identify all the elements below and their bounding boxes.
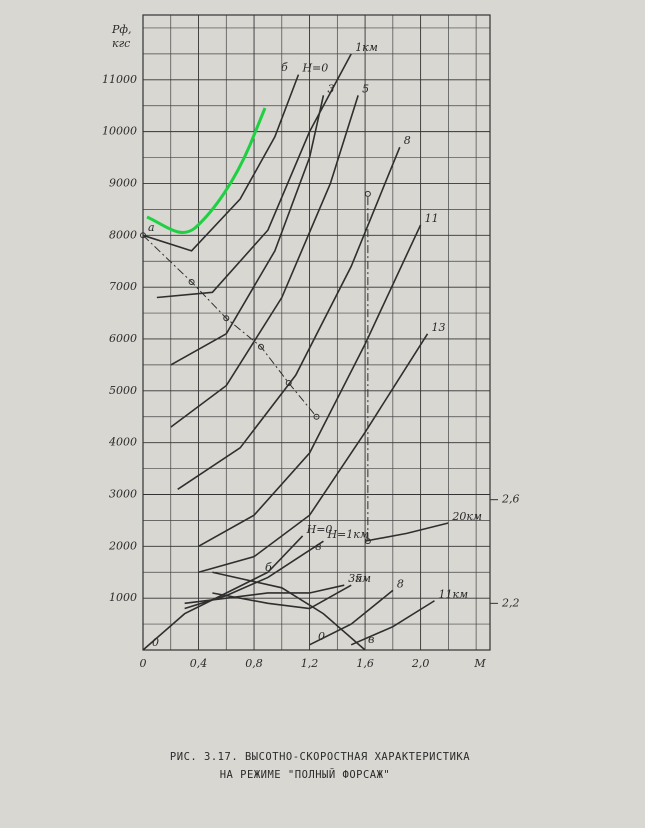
series-label: 8 [397, 577, 404, 590]
y-tick-label: 7000 [109, 280, 137, 293]
series-label: 20км [451, 510, 482, 523]
series-label: 8 [404, 134, 411, 147]
highlight-stroke [146, 107, 267, 234]
annotation: 0 [318, 630, 325, 643]
annotation: б [265, 561, 272, 574]
caption: РИС. 3.17. ВЫСОТНО-СКОРОСТНАЯ ХАРАКТЕРИС… [170, 751, 470, 763]
plot-frame [142, 14, 491, 651]
series-line [142, 74, 300, 252]
series-line [170, 95, 359, 428]
series-line [198, 333, 429, 574]
x-tick-label: 1,6 [356, 657, 374, 670]
annotation: б [281, 61, 288, 74]
series-label: 1км [355, 41, 378, 54]
y-axis-label: кгс [112, 37, 130, 50]
x-axis-label: M [473, 657, 486, 670]
point [257, 343, 264, 350]
y-tick-label: 10000 [102, 125, 137, 138]
point [223, 315, 230, 322]
series-label: H=0 [301, 62, 328, 75]
series-label: 11км [438, 588, 468, 601]
series-label: H=0 [306, 523, 333, 536]
point [364, 190, 371, 197]
y-tick-label: 11000 [102, 73, 137, 86]
y-tick-label: 8000 [109, 228, 137, 241]
series-line [170, 95, 325, 366]
point [285, 380, 292, 387]
y-axis-label: Pф, [111, 23, 132, 36]
series-line [184, 584, 345, 605]
series-label: 5 [355, 572, 362, 585]
x-tick-label: 2,0 [411, 657, 430, 670]
caption: НА РЕЖИМЕ "ПОЛНЫЙ ФОРСАЖ" [220, 768, 391, 781]
x-tick-label: 0 [140, 657, 147, 670]
x-tick-label: 0,4 [190, 657, 208, 670]
series-line [184, 540, 324, 610]
y2-tick-label: 2,2 [501, 596, 520, 609]
y-tick-label: 9000 [109, 176, 137, 189]
point [188, 278, 195, 285]
annotation: в [315, 540, 321, 553]
y2-tick-label: 2,6 [501, 493, 520, 506]
annotation: а [148, 221, 155, 234]
series-line [350, 600, 435, 646]
point [364, 538, 371, 545]
series-line [212, 571, 366, 651]
series-line [142, 535, 304, 651]
series-line [198, 224, 422, 548]
y-tick-label: 3000 [109, 487, 137, 500]
series-label: 13 [432, 321, 446, 334]
x-tick-label: 0,8 [245, 657, 263, 670]
series-label: 5 [362, 82, 369, 95]
series-label: 11 [425, 212, 439, 225]
annotation: в [368, 633, 374, 646]
series-label: 3 [327, 82, 334, 95]
annotation: 0 [152, 636, 159, 649]
series-line [142, 234, 317, 418]
y-tick-label: 6000 [109, 332, 137, 345]
plot: 0 0,4 0,8 1,2 1,6 2,0 1000 2000 3000 4000 5000 6000… [102, 14, 520, 781]
series-line [156, 53, 352, 299]
series-line [177, 146, 401, 490]
series-line [309, 589, 394, 646]
y-tick-label: 2000 [108, 539, 137, 552]
point [313, 413, 320, 420]
series-line [212, 584, 352, 610]
series-label: H=1км [326, 528, 369, 541]
y-tick-label: 1000 [109, 591, 137, 604]
y-tick-label: 4000 [108, 436, 137, 449]
x-tick-label: 1,2 [301, 657, 319, 670]
series-line [364, 522, 449, 542]
point [140, 232, 146, 239]
series-label: 3км [348, 572, 371, 585]
y-tick-label: 5000 [109, 384, 137, 397]
